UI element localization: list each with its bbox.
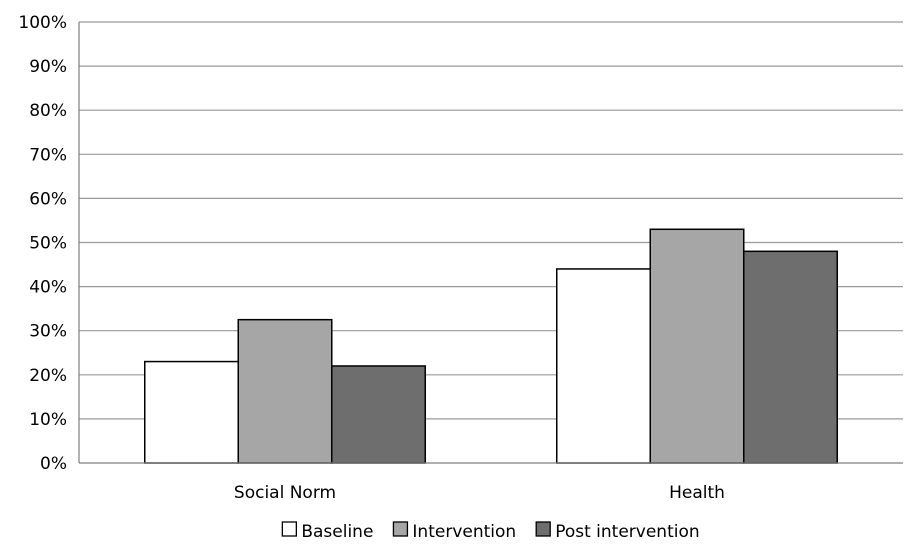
bar-post-intervention bbox=[331, 365, 426, 464]
y-tick-label: 40% bbox=[29, 278, 67, 298]
y-tick-label: 50% bbox=[29, 234, 67, 254]
y-tick-label: 100% bbox=[18, 13, 67, 33]
y-tick-label: 90% bbox=[29, 57, 67, 77]
axes bbox=[78, 22, 903, 464]
legend-swatch bbox=[535, 521, 551, 537]
y-tick-label: 0% bbox=[40, 454, 67, 474]
legend: Baseline Intervention Post intervention bbox=[281, 521, 700, 542]
bars bbox=[144, 228, 838, 464]
bar-intervention bbox=[237, 318, 333, 464]
x-category-label: Social Norm bbox=[234, 483, 336, 503]
x-axis-labels: Social Norm Health bbox=[234, 483, 725, 503]
y-tick-label: 20% bbox=[29, 366, 67, 386]
legend-label: Intervention bbox=[412, 522, 516, 542]
y-tick-label: 30% bbox=[29, 322, 67, 342]
legend-swatch bbox=[281, 521, 298, 537]
y-tick-label: 10% bbox=[29, 410, 67, 430]
bar-intervention bbox=[649, 228, 745, 464]
bar-baseline bbox=[144, 360, 239, 464]
bar-post-intervention bbox=[743, 250, 838, 464]
legend-label: Post intervention bbox=[555, 522, 699, 542]
y-tick-label: 60% bbox=[29, 189, 67, 209]
y-tick-label: 80% bbox=[29, 101, 67, 121]
legend-label: Baseline bbox=[301, 522, 373, 542]
y-axis-ticks: 0% 10% 20% 30% 40% 50% 60% 70% 80% 90% 100% bbox=[18, 13, 67, 474]
bar-baseline bbox=[556, 268, 651, 464]
y-tick-label: 70% bbox=[29, 145, 67, 165]
x-category-label: Health bbox=[669, 483, 725, 503]
legend-swatch bbox=[392, 521, 409, 537]
